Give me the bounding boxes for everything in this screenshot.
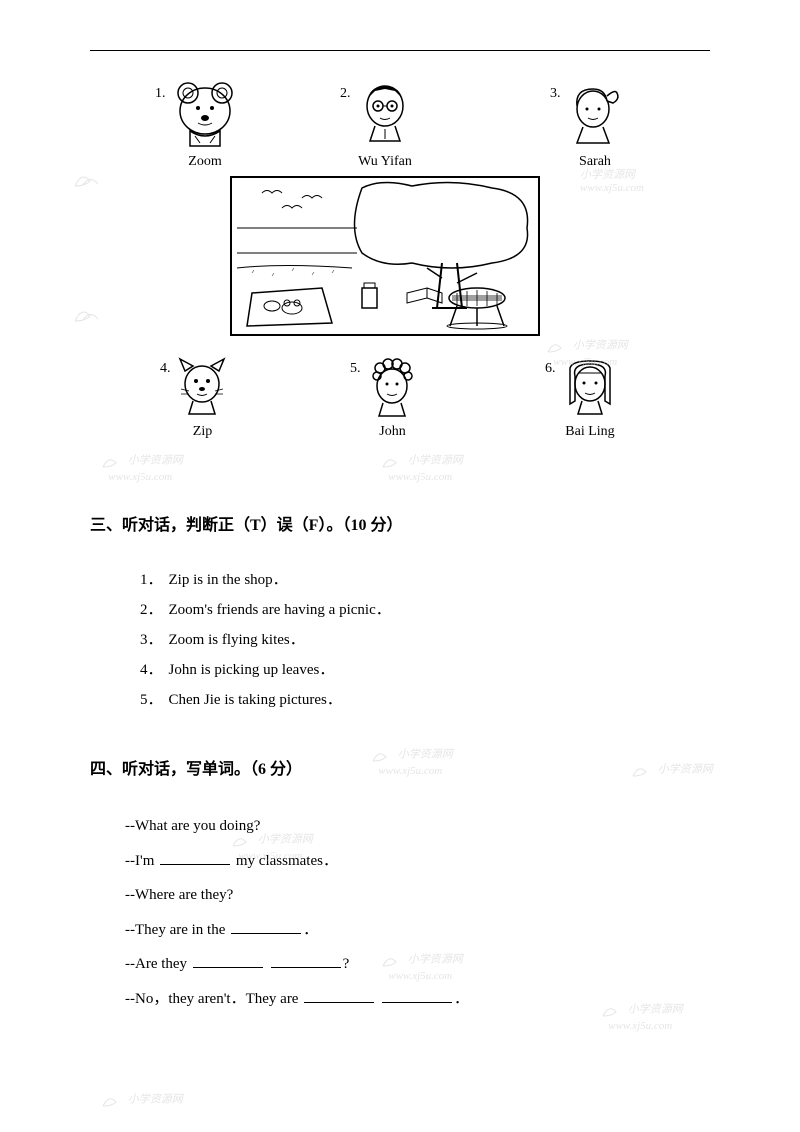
- watermark-url: www.xj5u.com: [108, 471, 172, 483]
- dialogue-text-after: my classmates．: [232, 853, 338, 869]
- bailing-character-icon: [560, 356, 620, 421]
- question-number: 5．: [140, 692, 163, 708]
- question-item: 1． Zip is in the shop．: [140, 565, 710, 595]
- watermark: 小学资源网 www.xj5u.com: [580, 166, 644, 194]
- watermark-text: 小学资源网: [128, 455, 183, 467]
- watermark-text: 小学资源网: [573, 340, 628, 352]
- question-text: Zoom's friends are having a picnic．: [169, 602, 391, 618]
- figure-number: 6.: [545, 361, 556, 377]
- question-number: 3．: [140, 632, 163, 648]
- figure-zip: 4. Zip: [175, 356, 230, 440]
- figure-number: 4.: [160, 361, 171, 377]
- dialogue-text: Where are they?: [135, 887, 233, 903]
- question-number: 4．: [140, 662, 163, 678]
- watermark: 小学资源网: [100, 1090, 183, 1110]
- figure-label: Bai Ling: [560, 424, 620, 440]
- horizontal-rule: [90, 50, 710, 51]
- dialogue-text-after: ?: [343, 956, 350, 972]
- question-text: Chen Jie is taking pictures．: [169, 692, 342, 708]
- fill-blank[interactable]: [231, 920, 301, 934]
- figure-number: 5.: [350, 361, 361, 377]
- dialogue-text: What are you doing?: [135, 818, 260, 834]
- section-3-list: 1． Zip is in the shop． 2． Zoom's friends a…: [90, 565, 710, 715]
- dialogue-prefix: --: [125, 853, 135, 869]
- figure-wuyifan: 2. Wu Yifan: [355, 81, 415, 170]
- section-4-heading: 四、听对话，写单词。（6 分）: [90, 755, 710, 779]
- dialogue-prefix: --: [125, 887, 135, 903]
- fill-blank[interactable]: [304, 989, 374, 1003]
- dialogue-line: --They are in the ．: [125, 913, 710, 948]
- dialogue-prefix: --: [125, 956, 135, 972]
- dialogue-text-after: ．: [454, 991, 469, 1007]
- question-number: 1．: [140, 572, 163, 588]
- watermark: [70, 166, 100, 194]
- watermark: 小学资源网 www.xj5u.com: [100, 451, 183, 483]
- watermark-leaf-icon: [70, 301, 100, 326]
- picnic-scene-icon: [232, 178, 538, 334]
- figure-bailing: 6. Bai Ling: [560, 356, 620, 440]
- dialogue-line: --Where are they?: [125, 878, 710, 913]
- dialogue-line: --No，they aren't．They are ．: [125, 982, 710, 1017]
- question-item: 5． Chen Jie is taking pictures．: [140, 685, 710, 715]
- dialogue-text: Are they: [135, 956, 191, 972]
- dialogue-line: --Are they ?: [125, 947, 710, 982]
- watermark-leaf-icon: [100, 451, 125, 471]
- john-character-icon: [365, 356, 420, 421]
- question-item: 2． Zoom's friends are having a picnic．: [140, 595, 710, 625]
- watermark-text: 小学资源网: [408, 455, 463, 467]
- zoom-character-icon: [170, 81, 240, 151]
- fill-blank[interactable]: [382, 989, 452, 1003]
- figure-label: Zip: [175, 424, 230, 440]
- watermark-leaf-icon: [100, 1090, 125, 1110]
- question-item: 3． Zoom is flying kites．: [140, 625, 710, 655]
- watermark-url: www.xj5u.com: [580, 182, 644, 194]
- section-3-heading: 三、听对话，判断正（T）误（F）。（10 分）: [90, 511, 710, 535]
- figure-sarah: 3. Sarah: [565, 81, 625, 170]
- figure-label: John: [365, 424, 420, 440]
- dialogue-text: I'm: [135, 853, 158, 869]
- fill-blank[interactable]: [193, 954, 263, 968]
- figure-number: 3.: [550, 86, 561, 102]
- dialogue-prefix: --: [125, 991, 135, 1007]
- watermark-leaf-icon: [70, 166, 100, 191]
- watermark-url: www.xj5u.com: [388, 471, 452, 483]
- figure-label: Zoom: [170, 154, 240, 170]
- figure-zoom: 1. Zoom: [170, 81, 240, 170]
- figure-label: Sarah: [565, 154, 625, 170]
- watermark: 小学资源网 www.xj5u.com: [380, 451, 463, 483]
- picnic-scene-picture: [230, 176, 540, 336]
- dialogue-text-after: ．: [303, 922, 318, 938]
- figure-label: Wu Yifan: [355, 154, 415, 170]
- wuyifan-character-icon: [355, 81, 415, 151]
- watermark-url: www.xj5u.com: [608, 1020, 672, 1032]
- watermark-leaf-icon: [545, 336, 570, 356]
- dialogue-text: They are in the: [135, 922, 229, 938]
- figures-section: 1. Zoom 2. Wu: [90, 81, 710, 481]
- figure-john: 5. John: [365, 356, 420, 440]
- dialogue-prefix: --: [125, 922, 135, 938]
- figure-number: 2.: [340, 86, 351, 102]
- zip-character-icon: [175, 356, 230, 421]
- question-text: John is picking up leaves．: [169, 662, 335, 678]
- fill-blank[interactable]: [160, 851, 230, 865]
- watermark: [70, 301, 100, 329]
- dialogue-line: --I'm my classmates．: [125, 844, 710, 879]
- dialogue-line: --What are you doing?: [125, 809, 710, 844]
- sarah-character-icon: [565, 81, 625, 151]
- watermark-leaf-icon: [380, 451, 405, 471]
- question-text: Zoom is flying kites．: [169, 632, 305, 648]
- watermark-text: 小学资源网: [128, 1094, 183, 1106]
- question-item: 4． John is picking up leaves．: [140, 655, 710, 685]
- dialogue-prefix: --: [125, 818, 135, 834]
- figure-number: 1.: [155, 86, 166, 102]
- dialogue-text: No，they aren't．They are: [135, 991, 302, 1007]
- question-number: 2．: [140, 602, 163, 618]
- section-4-dialogue: --What are you doing? --I'm my classmate…: [90, 809, 710, 1016]
- watermark-text: 小学资源网: [580, 169, 635, 181]
- fill-blank[interactable]: [271, 954, 341, 968]
- question-text: Zip is in the shop．: [169, 572, 288, 588]
